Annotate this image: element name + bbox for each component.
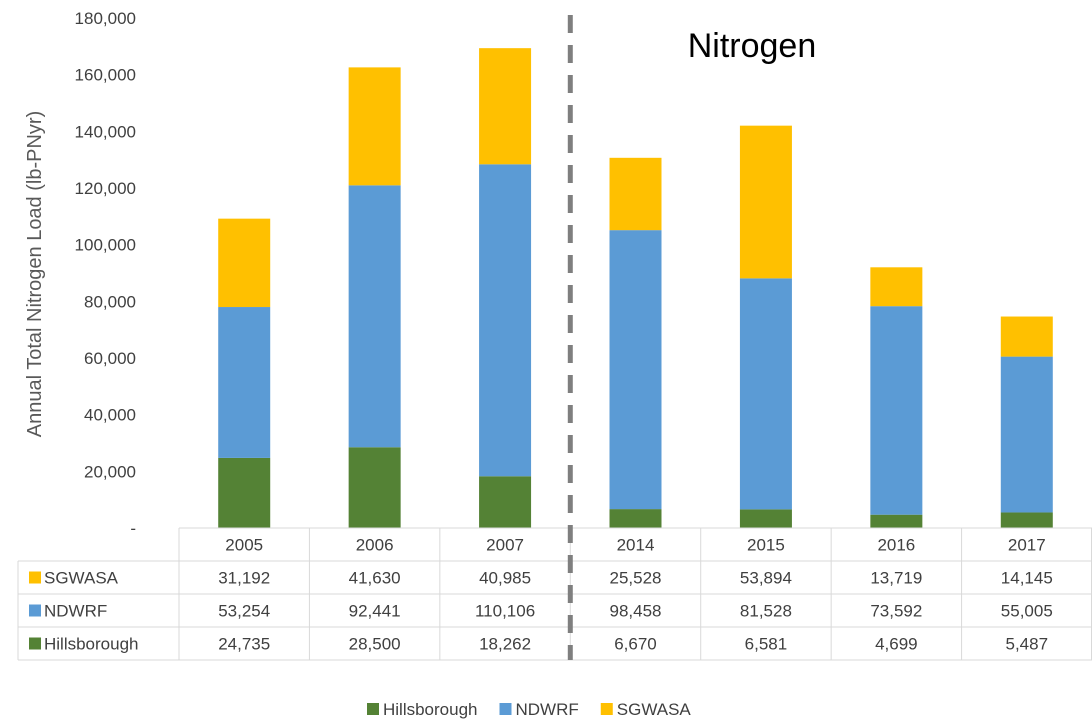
table-cell: 18,262: [479, 635, 531, 654]
table-cell: 6,581: [745, 635, 788, 654]
bar-sgwasa-2007: [479, 48, 532, 165]
legend-label: NDWRF: [516, 700, 579, 719]
data-table: 2005 2006 2007 2014 2015 2016 2017 SGWASA 31,192…: [17, 527, 1092, 661]
bars-layer: [218, 48, 1053, 528]
table-legend-key-sgwasa: [29, 571, 41, 584]
table-cell: 13,719: [870, 569, 922, 588]
table-row-label: Hillsborough: [44, 635, 139, 654]
table-cell: 40,985: [479, 569, 531, 588]
bar-ndwrf-2016: [870, 306, 923, 515]
bar-hillsborough-2006: [348, 447, 401, 528]
legend-label: Hillsborough: [383, 700, 478, 719]
bar-sgwasa-2015: [739, 125, 792, 279]
bar-hillsborough-2017: [1000, 512, 1053, 528]
x-tick-label: 2007: [486, 536, 524, 555]
x-tick-label: 2016: [877, 536, 915, 555]
table-cell: 4,699: [875, 635, 918, 654]
legend: Hillsborough NDWRF SGWASA: [367, 700, 691, 719]
x-tick-label: 2015: [747, 536, 785, 555]
table-cell: 14,145: [1001, 569, 1053, 588]
x-tick-label: 2014: [617, 536, 655, 555]
table-cell: 41,630: [349, 569, 401, 588]
axis-layer: - 20,000 40,000 60,000 80,000 100,000 120,000 1…: [75, 9, 136, 538]
table-legend-key-ndwrf: [29, 604, 41, 617]
table-cell: 81,528: [740, 602, 792, 621]
y-tick-label: 140,000: [75, 122, 136, 141]
y-tick-label: 20,000: [84, 462, 136, 481]
table-cell: 55,005: [1001, 602, 1053, 621]
bar-sgwasa-2006: [348, 67, 401, 186]
table-cell: 110,106: [475, 602, 535, 621]
bar-hillsborough-2015: [739, 509, 792, 528]
bar-hillsborough-2005: [218, 457, 271, 528]
bar-sgwasa-2016: [870, 267, 923, 307]
table-cell: 6,670: [614, 635, 657, 654]
y-tick-label: 80,000: [84, 292, 136, 311]
y-tick-label: 120,000: [75, 179, 136, 198]
table-cell: 53,894: [740, 569, 792, 588]
y-tick-label: 60,000: [84, 349, 136, 368]
bar-ndwrf-2006: [348, 185, 401, 448]
x-tick-label: 2005: [225, 536, 263, 555]
chart-annotation: Nitrogen: [688, 27, 817, 65]
table-cell: 5,487: [1006, 635, 1049, 654]
bar-ndwrf-2007: [479, 164, 532, 477]
table-cell: 92,441: [349, 602, 401, 621]
bar-ndwrf-2014: [609, 230, 662, 510]
y-tick-label: -: [130, 519, 136, 538]
bar-hillsborough-2016: [870, 514, 923, 528]
bar-hillsborough-2007: [479, 476, 532, 528]
table-cell: 53,254: [218, 602, 270, 621]
bar-sgwasa-2014: [609, 157, 662, 231]
legend-label: SGWASA: [617, 700, 692, 719]
y-tick-label: 100,000: [75, 236, 136, 255]
table-cell: 28,500: [349, 635, 401, 654]
table-cell: 25,528: [610, 569, 662, 588]
table-cell: 98,458: [610, 602, 662, 621]
y-tick-label: 160,000: [75, 66, 136, 85]
bar-ndwrf-2017: [1000, 356, 1053, 513]
x-tick-label: 2017: [1008, 536, 1046, 555]
bar-ndwrf-2015: [739, 278, 792, 510]
legend-key-sgwasa: [600, 703, 613, 715]
legend-key-ndwrf: [499, 703, 512, 715]
x-tick-label: 2006: [356, 536, 394, 555]
y-axis-label: Annual Total Nitrogen Load (lb-PNyr): [24, 111, 46, 437]
table-row-label: SGWASA: [44, 569, 119, 588]
table-legend-key-hillsborough: [29, 637, 41, 650]
table-cell: 31,192: [218, 569, 270, 588]
y-tick-label: 40,000: [84, 406, 136, 425]
table-cell: 24,735: [218, 635, 270, 654]
y-tick-label: 180,000: [75, 9, 136, 28]
bar-hillsborough-2014: [609, 509, 662, 528]
table-cell: 73,592: [870, 602, 922, 621]
table-row-label: NDWRF: [44, 602, 107, 621]
legend-key-hillsborough: [367, 703, 379, 715]
bar-sgwasa-2005: [218, 218, 271, 308]
bar-sgwasa-2017: [1000, 316, 1053, 357]
bar-ndwrf-2005: [218, 307, 271, 458]
